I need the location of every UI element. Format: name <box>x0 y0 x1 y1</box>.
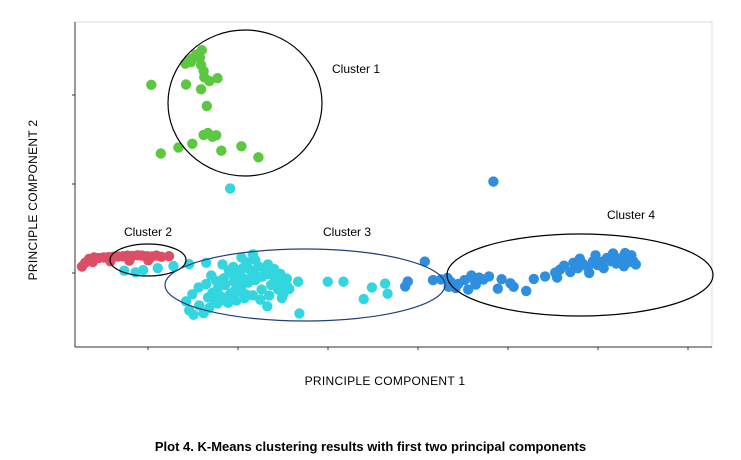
point-cluster-3 <box>262 301 273 312</box>
point-cluster-3 <box>187 289 198 300</box>
point-cluster-4 <box>539 271 551 282</box>
cluster-4-label: Cluster 4 <box>607 208 655 222</box>
point-cluster-4 <box>443 281 454 292</box>
point-cluster-2 <box>124 255 135 266</box>
point-cluster-1 <box>185 57 197 68</box>
point-cluster-1 <box>253 152 264 163</box>
point-cluster-3 <box>284 283 295 295</box>
point-cluster-4 <box>521 285 532 297</box>
cluster-1-ring <box>167 29 323 177</box>
point-cluster-1 <box>212 73 223 84</box>
axes <box>72 21 713 350</box>
point-cluster-1 <box>236 141 247 152</box>
plot-frame <box>74 21 713 348</box>
point-cluster-4 <box>574 253 585 264</box>
point-cluster-3 <box>223 265 234 276</box>
point-cluster-4 <box>496 274 507 285</box>
point-cluster-4 <box>483 271 495 282</box>
point-cluster-3 <box>358 293 369 305</box>
point-cluster-3 <box>264 290 275 301</box>
point-cluster-1 <box>146 79 157 91</box>
point-cluster-3 <box>274 271 285 283</box>
point-cluster-2 <box>156 251 167 262</box>
point-cluster-4 <box>492 283 503 294</box>
point-cluster-4 <box>528 273 539 285</box>
cluster-3-label: Cluster 3 <box>323 225 371 239</box>
point-cluster-4 <box>427 274 439 286</box>
cluster-labels: Cluster 1 Cluster 2 Cluster 3 Cluster 4 <box>124 62 655 239</box>
point-cluster-2 <box>87 256 99 268</box>
plot-caption: Plot 4. K-Means clustering results with … <box>154 439 587 454</box>
point-cluster-1 <box>204 75 215 87</box>
point-cluster-3 <box>180 296 192 307</box>
point-cluster-3 <box>201 278 212 290</box>
point-cluster-3 <box>292 276 304 287</box>
point-cluster-2 <box>143 255 154 266</box>
y-axis-label-wrap: PRINCIPLE COMPONENT 2 <box>18 100 48 300</box>
point-cluster-1 <box>180 79 192 90</box>
point-cluster-4 <box>590 250 601 261</box>
point-cluster-4 <box>488 176 499 187</box>
point-cluster-4 <box>598 263 609 274</box>
point-cluster-4 <box>558 260 570 271</box>
x-axis-label: PRINCIPLE COMPONENT 1 <box>304 374 466 388</box>
point-cluster-4 <box>470 279 481 290</box>
point-cluster-4 <box>400 281 411 292</box>
point-cluster-1 <box>216 145 227 156</box>
point-cluster-3 <box>231 295 242 306</box>
point-cluster-1 <box>211 130 222 141</box>
point-cluster-3 <box>382 288 393 299</box>
cluster-3-ring <box>164 248 446 322</box>
point-cluster-4 <box>508 281 519 292</box>
cluster-1-label: Cluster 1 <box>332 62 380 76</box>
point-cluster-3 <box>240 289 251 300</box>
point-cluster-4 <box>551 272 563 283</box>
point-cluster-3 <box>152 263 163 274</box>
point-cluster-3 <box>223 297 234 308</box>
point-cluster-4 <box>419 256 430 267</box>
point-cluster-3 <box>294 308 305 319</box>
point-cluster-2 <box>76 261 88 272</box>
point-cluster-1 <box>187 138 198 149</box>
point-cluster-3 <box>234 265 245 277</box>
point-cluster-3 <box>255 294 266 305</box>
point-cluster-3 <box>322 276 333 287</box>
point-cluster-3 <box>256 284 267 295</box>
point-cluster-3 <box>224 183 236 194</box>
cluster-2-label: Cluster 2 <box>124 225 172 239</box>
data-points <box>76 45 641 320</box>
cluster-2-ring <box>109 243 187 277</box>
point-cluster-1 <box>173 142 184 153</box>
point-cluster-1 <box>201 100 212 112</box>
point-cluster-3 <box>214 290 225 301</box>
y-axis-label: PRINCIPLE COMPONENT 2 <box>26 119 40 281</box>
point-cluster-4 <box>607 248 619 259</box>
point-cluster-3 <box>188 309 199 320</box>
point-cluster-1 <box>155 148 166 159</box>
point-cluster-3 <box>218 273 229 284</box>
point-cluster-4 <box>630 259 641 270</box>
point-cluster-3 <box>206 270 217 281</box>
cluster-4-ring <box>446 233 714 317</box>
point-cluster-4 <box>584 267 595 279</box>
point-cluster-4 <box>619 247 631 259</box>
point-cluster-3 <box>168 260 179 272</box>
point-cluster-4 <box>463 284 474 295</box>
point-cluster-1 <box>195 84 207 95</box>
cluster-rings <box>109 29 714 322</box>
point-cluster-3 <box>338 276 349 287</box>
point-cluster-2 <box>163 251 175 262</box>
point-cluster-3 <box>366 282 378 293</box>
point-cluster-3 <box>379 278 391 289</box>
point-cluster-3 <box>138 264 149 276</box>
point-cluster-3 <box>236 252 247 263</box>
